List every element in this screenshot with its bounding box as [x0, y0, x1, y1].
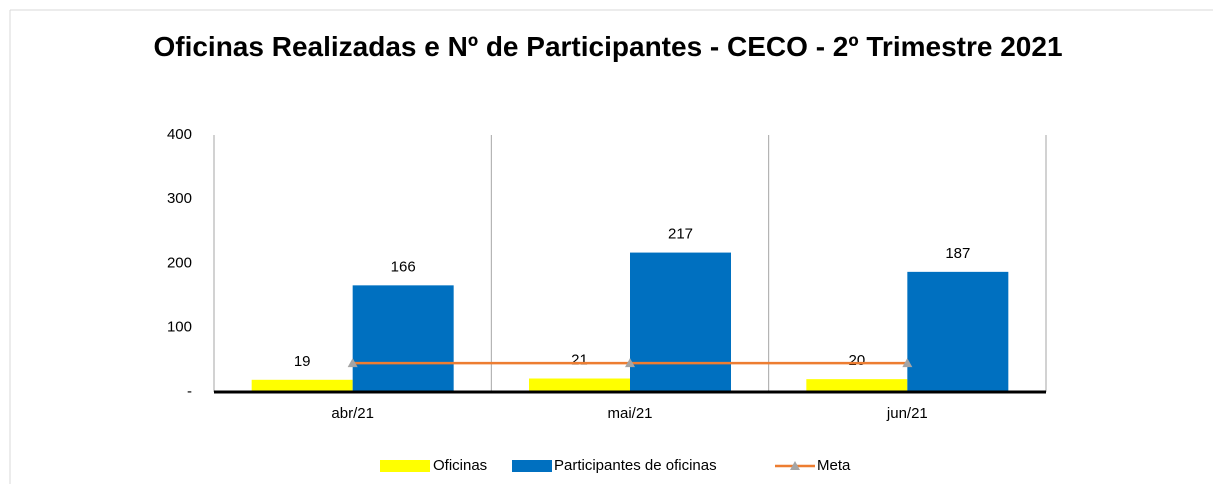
y-tick-label: 300	[167, 190, 192, 207]
y-tick-label: 100	[167, 319, 192, 336]
bar	[251, 379, 353, 392]
bar	[529, 378, 630, 392]
y-tick-label: -	[187, 383, 192, 400]
legend-swatch	[380, 460, 430, 472]
x-tick-label: jun/21	[886, 405, 928, 422]
bar	[352, 285, 454, 392]
data-label: 20	[848, 352, 865, 369]
data-label: 217	[668, 226, 693, 243]
data-label: 19	[294, 353, 311, 370]
data-label: 187	[945, 245, 970, 262]
legend-label: Participantes de oficinas	[554, 457, 717, 474]
line-marker	[347, 358, 358, 368]
data-label: 166	[391, 258, 416, 275]
line-marker	[902, 358, 913, 368]
bar	[630, 252, 731, 392]
x-tick-label: abr/21	[331, 405, 374, 422]
legend-marker	[790, 461, 800, 470]
line-marker	[625, 358, 635, 368]
x-tick-label: mai/21	[607, 405, 652, 422]
legend-label: Oficinas	[433, 457, 487, 474]
legend-swatch	[512, 460, 552, 472]
legend-label: Meta	[817, 457, 851, 474]
chart-title: Oficinas Realizadas e Nº de Participante…	[153, 31, 1063, 62]
y-tick-label: 400	[167, 126, 192, 143]
bar	[907, 271, 1009, 392]
data-label: 21	[571, 351, 588, 368]
y-tick-label: 200	[167, 254, 192, 271]
bar	[806, 379, 908, 392]
